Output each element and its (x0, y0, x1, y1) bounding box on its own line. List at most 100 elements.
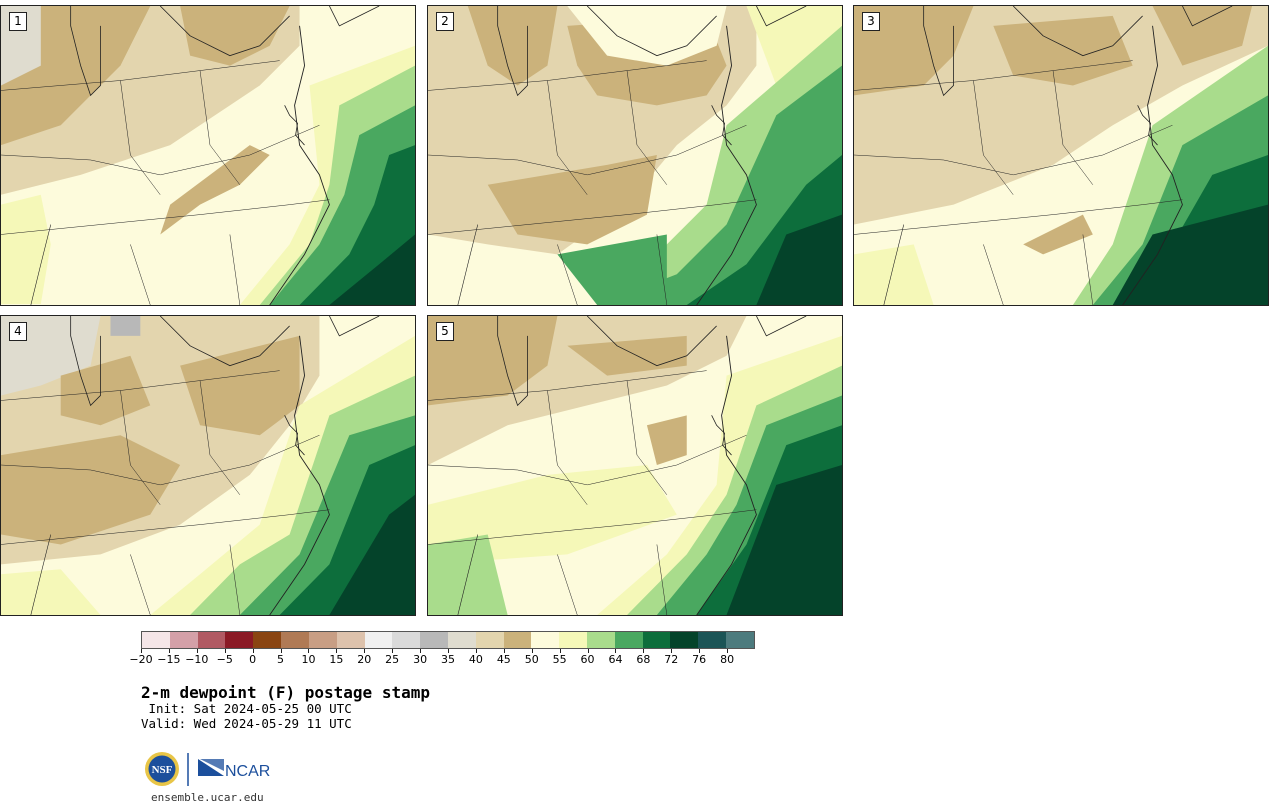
east-coastline (269, 25, 330, 305)
colorbar-tick-label: −5 (216, 653, 233, 666)
colorbar-tick (336, 649, 338, 653)
nsf-logo: NSF (145, 752, 179, 786)
colorbar-tick-label: 20 (357, 653, 372, 666)
footer-url: ensemble.ucar.edu (151, 791, 264, 804)
dry-region-45-lake (467, 6, 558, 86)
dry-region-45-north (180, 6, 290, 66)
river-border (30, 224, 52, 305)
colorbar-tick-label: 10 (301, 653, 316, 666)
state-border (130, 244, 151, 305)
state-border (428, 60, 707, 91)
dry-patch (646, 415, 687, 466)
map-panel-3: 3 (853, 5, 1269, 306)
colorbar-tick (252, 649, 254, 653)
moist-72 (329, 494, 415, 615)
colorbar-segment (642, 632, 671, 648)
state-border (1, 509, 330, 545)
colorbar-tick-label: 68 (636, 653, 651, 666)
ne-coastline (329, 6, 380, 27)
state-border (626, 70, 668, 185)
state-border (626, 380, 668, 495)
state-border (199, 70, 241, 185)
map-panel-5: 5 (427, 315, 843, 616)
moist-72 (756, 214, 842, 305)
east-coastline (696, 335, 757, 615)
colorbar-segment (670, 632, 699, 648)
colorbar-tick (280, 649, 282, 653)
state-border (1, 370, 280, 401)
moist-55-west (1, 194, 51, 305)
moist-55-south (428, 465, 677, 565)
dewpoint-colorbar (141, 631, 755, 649)
ne-coastline (329, 316, 380, 337)
panel-number-label: 5 (436, 322, 454, 341)
colorbar-segment (614, 632, 643, 648)
colorbar-tick (727, 649, 729, 653)
dry-region-45-west (854, 6, 974, 96)
moist-72 (329, 234, 415, 305)
colorbar-tick (615, 649, 617, 653)
state-border (656, 234, 668, 305)
dry-patch (1023, 214, 1093, 255)
nsf-logo-text: NSF (152, 764, 173, 776)
state-border (120, 390, 161, 505)
colorbar-tick-label: 5 (277, 653, 285, 666)
state-border (428, 199, 757, 235)
colorbar-segment (420, 632, 448, 648)
lake-michigan-outline (923, 6, 954, 97)
colorbar-tick (587, 649, 589, 653)
colorbar-segment (698, 632, 727, 648)
great-lakes-shoreline (159, 316, 290, 367)
state-border (854, 124, 1173, 176)
ne-coastline (756, 316, 807, 337)
chesapeake-shoreline (284, 105, 305, 146)
state-border (229, 234, 241, 305)
state-border (428, 370, 707, 401)
state-border (1, 434, 320, 486)
colorbar-tick (420, 649, 422, 653)
ncar-logo: NCAR (198, 759, 270, 780)
state-border (854, 60, 1133, 91)
dewpoint-map-4 (1, 316, 415, 615)
moist-72 (726, 465, 842, 615)
state-border (854, 199, 1183, 235)
state-border (1, 60, 280, 91)
colorbar-tick-label: 50 (524, 653, 539, 666)
colorbar-tick-label: −15 (157, 653, 181, 666)
map-panel-2: 2 (427, 5, 843, 306)
east-coastline (269, 335, 330, 615)
state-border (1082, 234, 1094, 305)
colorbar-tick (392, 649, 394, 653)
state-border (983, 244, 1004, 305)
lake-michigan-outline (70, 316, 101, 407)
colorbar-segment (225, 632, 254, 648)
state-border (428, 509, 757, 545)
colorbar-tick (643, 649, 645, 653)
colorbar-tick-labels: −20 −15 −10 −5 0 5 10 15 20 25 30 35 40 45 50 55 60 64 68 7… (129, 653, 755, 667)
colorbar-tick-label: 45 (496, 653, 511, 666)
east-coastline (696, 25, 757, 305)
colorbar-tick (364, 649, 366, 653)
colorbar-segment (197, 632, 226, 648)
state-border (199, 380, 241, 495)
colorbar-tick-label: 15 (329, 653, 344, 666)
dewpoint-map-1 (1, 6, 415, 305)
colorbar-tick-label: −20 (129, 653, 153, 666)
init-time: Init: Sat 2024-05-25 00 UTC (141, 701, 352, 716)
colorbar-tick-label: 30 (413, 653, 428, 666)
state-border (557, 244, 578, 305)
dry-region-45-central (180, 335, 300, 436)
state-border (557, 554, 578, 615)
dewpoint-map-3 (854, 6, 1268, 305)
dry-region-45-south (487, 155, 657, 245)
colorbar-segment (392, 632, 421, 648)
colorbar-tick (224, 649, 226, 653)
river-border (883, 224, 905, 305)
appalachian-dry (160, 145, 270, 235)
colorbar-tick (531, 649, 533, 653)
great-lakes-shoreline (586, 316, 717, 367)
state-border (1, 124, 320, 176)
colorbar-segment (531, 632, 560, 648)
dry-region-45-west (428, 316, 558, 406)
colorbar-tick-label: 64 (608, 653, 623, 666)
